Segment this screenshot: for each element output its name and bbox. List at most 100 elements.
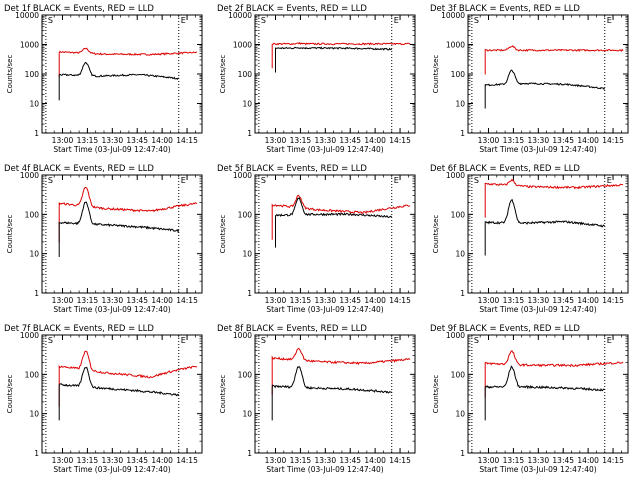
interval-marker-label: E <box>181 336 186 345</box>
interval-marker-label: E <box>181 176 186 185</box>
y-axis-label: Counts/sec <box>6 375 14 414</box>
x-tick-label: 13:15 <box>290 296 312 305</box>
series-lld-line <box>271 41 411 69</box>
interval-marker-label: E <box>607 16 612 25</box>
series-lld-line <box>271 194 411 240</box>
x-tick-label: 13:00 <box>478 136 500 145</box>
x-axis-label: Start Time (03-Jul-09 12:47:40) <box>53 145 170 154</box>
series-lld-line <box>484 178 624 218</box>
y-axis-label: Counts/sec <box>432 215 440 254</box>
y-tick-label: 1 <box>247 129 252 138</box>
x-axis-label: Start Time (03-Jul-09 12:47:40) <box>53 465 170 474</box>
y-tick-label: 1 <box>34 129 39 138</box>
x-tick-label: 13:15 <box>77 456 99 465</box>
y-tick-label: 10 <box>455 250 465 259</box>
series-events-line <box>271 366 392 421</box>
interval-marker-label: E <box>394 336 399 345</box>
plot-frame <box>41 174 203 294</box>
x-tick-label: 13:30 <box>314 296 336 305</box>
interval-marker-label: S <box>474 176 479 185</box>
y-tick-label: 10 <box>242 250 252 259</box>
y-axis-label: Counts/sec <box>432 55 440 94</box>
y-tick-label: 10 <box>455 410 465 419</box>
y-tick-label: 1000 <box>20 41 39 50</box>
x-axis-label: Start Time (03-Jul-09 12:47:40) <box>53 305 170 314</box>
y-tick-label: 1 <box>34 449 39 458</box>
y-tick-label: 1000 <box>446 331 465 340</box>
x-axis-label: Start Time (03-Jul-09 12:47:40) <box>266 465 383 474</box>
panel-title: Det 2f BLACK = Events, RED = LLD <box>217 4 367 14</box>
x-tick-label: 13:30 <box>101 296 123 305</box>
x-tick-label: 14:00 <box>577 456 599 465</box>
x-tick-label: 13:00 <box>52 456 74 465</box>
y-tick-label: 1 <box>460 129 465 138</box>
y-tick-label: 100 <box>238 70 253 79</box>
series-events-line <box>484 198 605 256</box>
plot-frame <box>467 334 629 454</box>
panel-title: Det 5f BLACK = Events, RED = LLD <box>217 164 367 174</box>
x-tick-label: 13:15 <box>77 136 99 145</box>
panel-title: Det 3f BLACK = Events, RED = LLD <box>430 4 580 14</box>
x-tick-label: 13:45 <box>339 456 361 465</box>
interval-marker-label: S <box>48 176 53 185</box>
interval-marker-label: E <box>607 336 612 345</box>
x-tick-label: 13:00 <box>478 296 500 305</box>
plot-frame <box>254 334 416 454</box>
x-tick-label: 14:00 <box>577 136 599 145</box>
x-tick-label: 14:00 <box>151 136 173 145</box>
plot-frame <box>254 174 416 294</box>
x-tick-label: 13:15 <box>503 456 525 465</box>
x-axis-label: Start Time (03-Jul-09 12:47:40) <box>479 145 596 154</box>
y-tick-label: 100 <box>238 370 253 379</box>
x-tick-label: 13:30 <box>527 296 549 305</box>
interval-marker-label: S <box>474 16 479 25</box>
x-tick-label: 13:45 <box>552 456 574 465</box>
interval-marker-label: E <box>394 176 399 185</box>
y-tick-label: 1000 <box>233 171 252 180</box>
series-events-line <box>484 69 606 109</box>
series-lld-line <box>484 45 624 75</box>
panel-title: Det 6f BLACK = Events, RED = LLD <box>430 164 580 174</box>
panel-det-7f: Det 7f BLACK = Events, RED = LLD Counts/s… <box>4 324 203 474</box>
x-tick-label: 13:00 <box>52 296 74 305</box>
panel-det-5f: Det 5f BLACK = Events, RED = LLD Counts/s… <box>217 164 416 314</box>
panel-title: Det 8f BLACK = Events, RED = LLD <box>217 324 367 334</box>
panel-det-9f: Det 9f BLACK = Events, RED = LLD Counts/s… <box>430 324 629 474</box>
x-axis-label: Start Time (03-Jul-09 12:47:40) <box>266 305 383 314</box>
y-axis-label: Counts/sec <box>219 375 227 414</box>
x-tick-label: 13:30 <box>101 136 123 145</box>
x-tick-label: 14:00 <box>151 456 173 465</box>
x-tick-label: 14:15 <box>602 296 624 305</box>
y-tick-label: 100 <box>25 210 40 219</box>
x-tick-label: 13:00 <box>265 136 287 145</box>
y-tick-label: 100 <box>25 370 40 379</box>
y-tick-label: 10000 <box>15 11 39 20</box>
x-tick-label: 13:30 <box>527 136 549 145</box>
y-tick-label: 10000 <box>441 11 465 20</box>
y-tick-label: 1 <box>460 289 465 298</box>
series-events-line <box>58 201 180 257</box>
x-tick-label: 13:30 <box>527 456 549 465</box>
series-events-line <box>275 46 392 73</box>
series-events-line <box>58 61 179 101</box>
x-tick-label: 13:15 <box>290 136 312 145</box>
x-axis-label: Start Time (03-Jul-09 12:47:40) <box>479 305 596 314</box>
y-axis-label: Counts/sec <box>6 215 14 254</box>
x-tick-label: 13:45 <box>126 296 148 305</box>
y-tick-label: 1 <box>247 289 252 298</box>
x-tick-label: 13:00 <box>478 456 500 465</box>
x-tick-label: 14:15 <box>389 456 411 465</box>
panel-det-6f: Det 6f BLACK = Events, RED = LLD Counts/s… <box>430 164 629 314</box>
y-tick-label: 1 <box>460 449 465 458</box>
x-tick-label: 14:15 <box>389 296 411 305</box>
y-axis-label: Counts/sec <box>432 375 440 414</box>
y-axis-label: Counts/sec <box>219 55 227 94</box>
x-tick-label: 13:30 <box>314 456 336 465</box>
x-tick-label: 13:00 <box>265 296 287 305</box>
interval-marker-label: S <box>261 176 266 185</box>
x-tick-label: 13:15 <box>503 136 525 145</box>
interval-marker-label: E <box>181 16 186 25</box>
y-axis-label: Counts/sec <box>6 55 14 94</box>
interval-marker-label: S <box>261 336 266 345</box>
